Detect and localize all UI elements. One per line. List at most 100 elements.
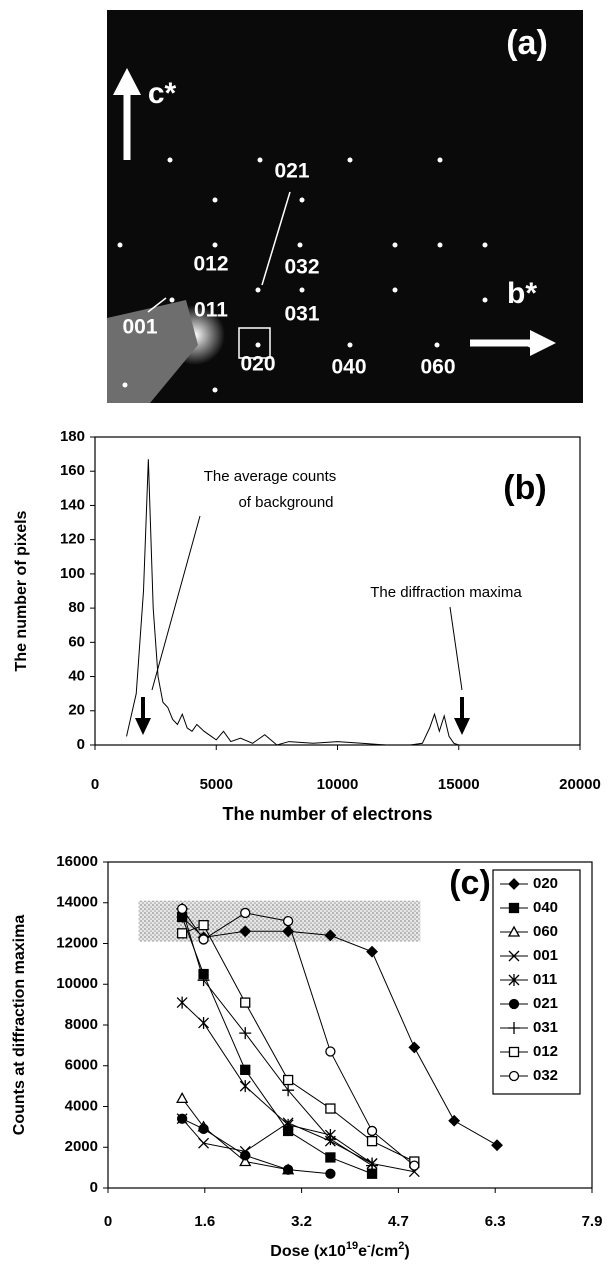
- marker: [176, 928, 188, 939]
- spot-label: 012: [193, 253, 228, 276]
- marker: [282, 1164, 294, 1175]
- data-line: [126, 459, 459, 746]
- marker: [240, 1064, 251, 1075]
- y-tick-label: 12000: [56, 934, 98, 951]
- marker: [176, 1113, 188, 1124]
- marker: [324, 929, 337, 942]
- x-axis-label-part: ): [404, 1243, 409, 1260]
- pointer-line: [449, 606, 463, 691]
- marker: [508, 1070, 520, 1082]
- legend-box: [492, 869, 581, 1095]
- marker: [239, 1080, 251, 1093]
- x-axis-label-part: Dose (x10: [270, 1243, 346, 1260]
- diffraction-spot: [255, 287, 261, 293]
- x-axis-label: The number of electrons: [222, 804, 432, 824]
- spot-label: 020: [240, 353, 275, 376]
- selection-box: [238, 327, 271, 359]
- legend-label: 060: [533, 923, 558, 940]
- marker: [198, 1123, 209, 1135]
- diffraction-spot: [255, 342, 261, 348]
- diffraction-spot: [169, 297, 175, 303]
- spot-layer: [117, 157, 533, 393]
- y-tick-label: 60: [68, 633, 85, 650]
- marker: [508, 950, 520, 962]
- marker: [282, 1084, 295, 1097]
- marker: [507, 925, 521, 937]
- marker: [508, 1022, 520, 1034]
- marker: [197, 974, 210, 987]
- y-tick-label: 80: [68, 599, 85, 616]
- marker: [282, 1074, 294, 1086]
- panel-label: (b): [503, 469, 546, 507]
- marker: [366, 1159, 379, 1172]
- x-tick-label: 3.2: [291, 1213, 312, 1230]
- data-line: [181, 908, 373, 1167]
- legend-label: 040: [533, 899, 558, 916]
- diffraction-spot: [437, 157, 443, 163]
- marker: [282, 915, 294, 927]
- diffraction-spot: [392, 242, 398, 248]
- spot-label: 060: [420, 356, 455, 379]
- marker: [366, 945, 378, 958]
- marker: [409, 1160, 420, 1171]
- marker: [198, 1016, 210, 1029]
- x-axis-label-part: 2: [398, 1240, 404, 1252]
- arrow-head: [135, 718, 151, 735]
- diffraction-spot: [167, 157, 173, 163]
- marker: [508, 998, 520, 1010]
- y-tick-label: 0: [77, 736, 85, 753]
- marker: [325, 1103, 336, 1114]
- marker: [198, 1137, 210, 1149]
- y-tick-label: 180: [60, 428, 85, 445]
- diffraction-spot: [347, 157, 353, 163]
- marker: [239, 1027, 252, 1040]
- x-tick-label: 4.7: [388, 1213, 409, 1230]
- diffraction-spot: [122, 382, 128, 388]
- x-axis-label-part: 19: [346, 1240, 358, 1252]
- y-tick-label: 40: [68, 668, 85, 685]
- y-tick-label: 140: [60, 496, 85, 513]
- marker: [508, 902, 520, 914]
- legend-label: 011: [533, 971, 557, 988]
- marker: [508, 974, 520, 986]
- diffraction-spot: [212, 387, 218, 393]
- marker: [176, 1092, 189, 1103]
- marker: [240, 997, 251, 1008]
- diffraction-spot: [297, 242, 303, 248]
- diffraction-spot: [299, 197, 305, 203]
- b-arrow-head: [530, 330, 556, 356]
- x-tick-label: 10000: [317, 776, 359, 793]
- x-tick-label: 15000: [438, 776, 480, 793]
- marker: [325, 1046, 336, 1057]
- marker: [448, 1114, 461, 1127]
- data-line: [181, 916, 498, 1146]
- y-tick-label: 160: [60, 462, 85, 479]
- diffraction-spot: [212, 197, 218, 203]
- marker: [198, 920, 209, 931]
- diffraction-spot: [434, 342, 440, 348]
- spot-label: 032: [284, 256, 319, 279]
- x-axis-label-part: -: [367, 1240, 371, 1252]
- marker: [282, 1118, 294, 1131]
- c-arrow-head: [113, 68, 141, 95]
- marker: [366, 1135, 378, 1147]
- y-tick-label: 8000: [65, 1016, 98, 1033]
- y-tick-label: 14000: [56, 894, 98, 911]
- legend-label: 021: [533, 995, 558, 1012]
- marker: [176, 996, 188, 1009]
- y-tick-label: 120: [60, 531, 85, 548]
- axis-label: c*: [148, 77, 177, 110]
- diffraction-spot: [482, 297, 488, 303]
- y-tick-label: 0: [90, 1179, 98, 1196]
- x-tick-label: 7.9: [582, 1213, 603, 1230]
- spot-label: 011: [194, 299, 228, 322]
- diffraction-spot: [257, 157, 263, 163]
- panel-label: (a): [506, 24, 548, 62]
- axis-label: b*: [507, 277, 537, 310]
- annotation: The average counts: [204, 468, 337, 485]
- legend-label: 012: [533, 1043, 558, 1060]
- pointer-line: [151, 515, 201, 691]
- legend-label: 032: [533, 1067, 558, 1084]
